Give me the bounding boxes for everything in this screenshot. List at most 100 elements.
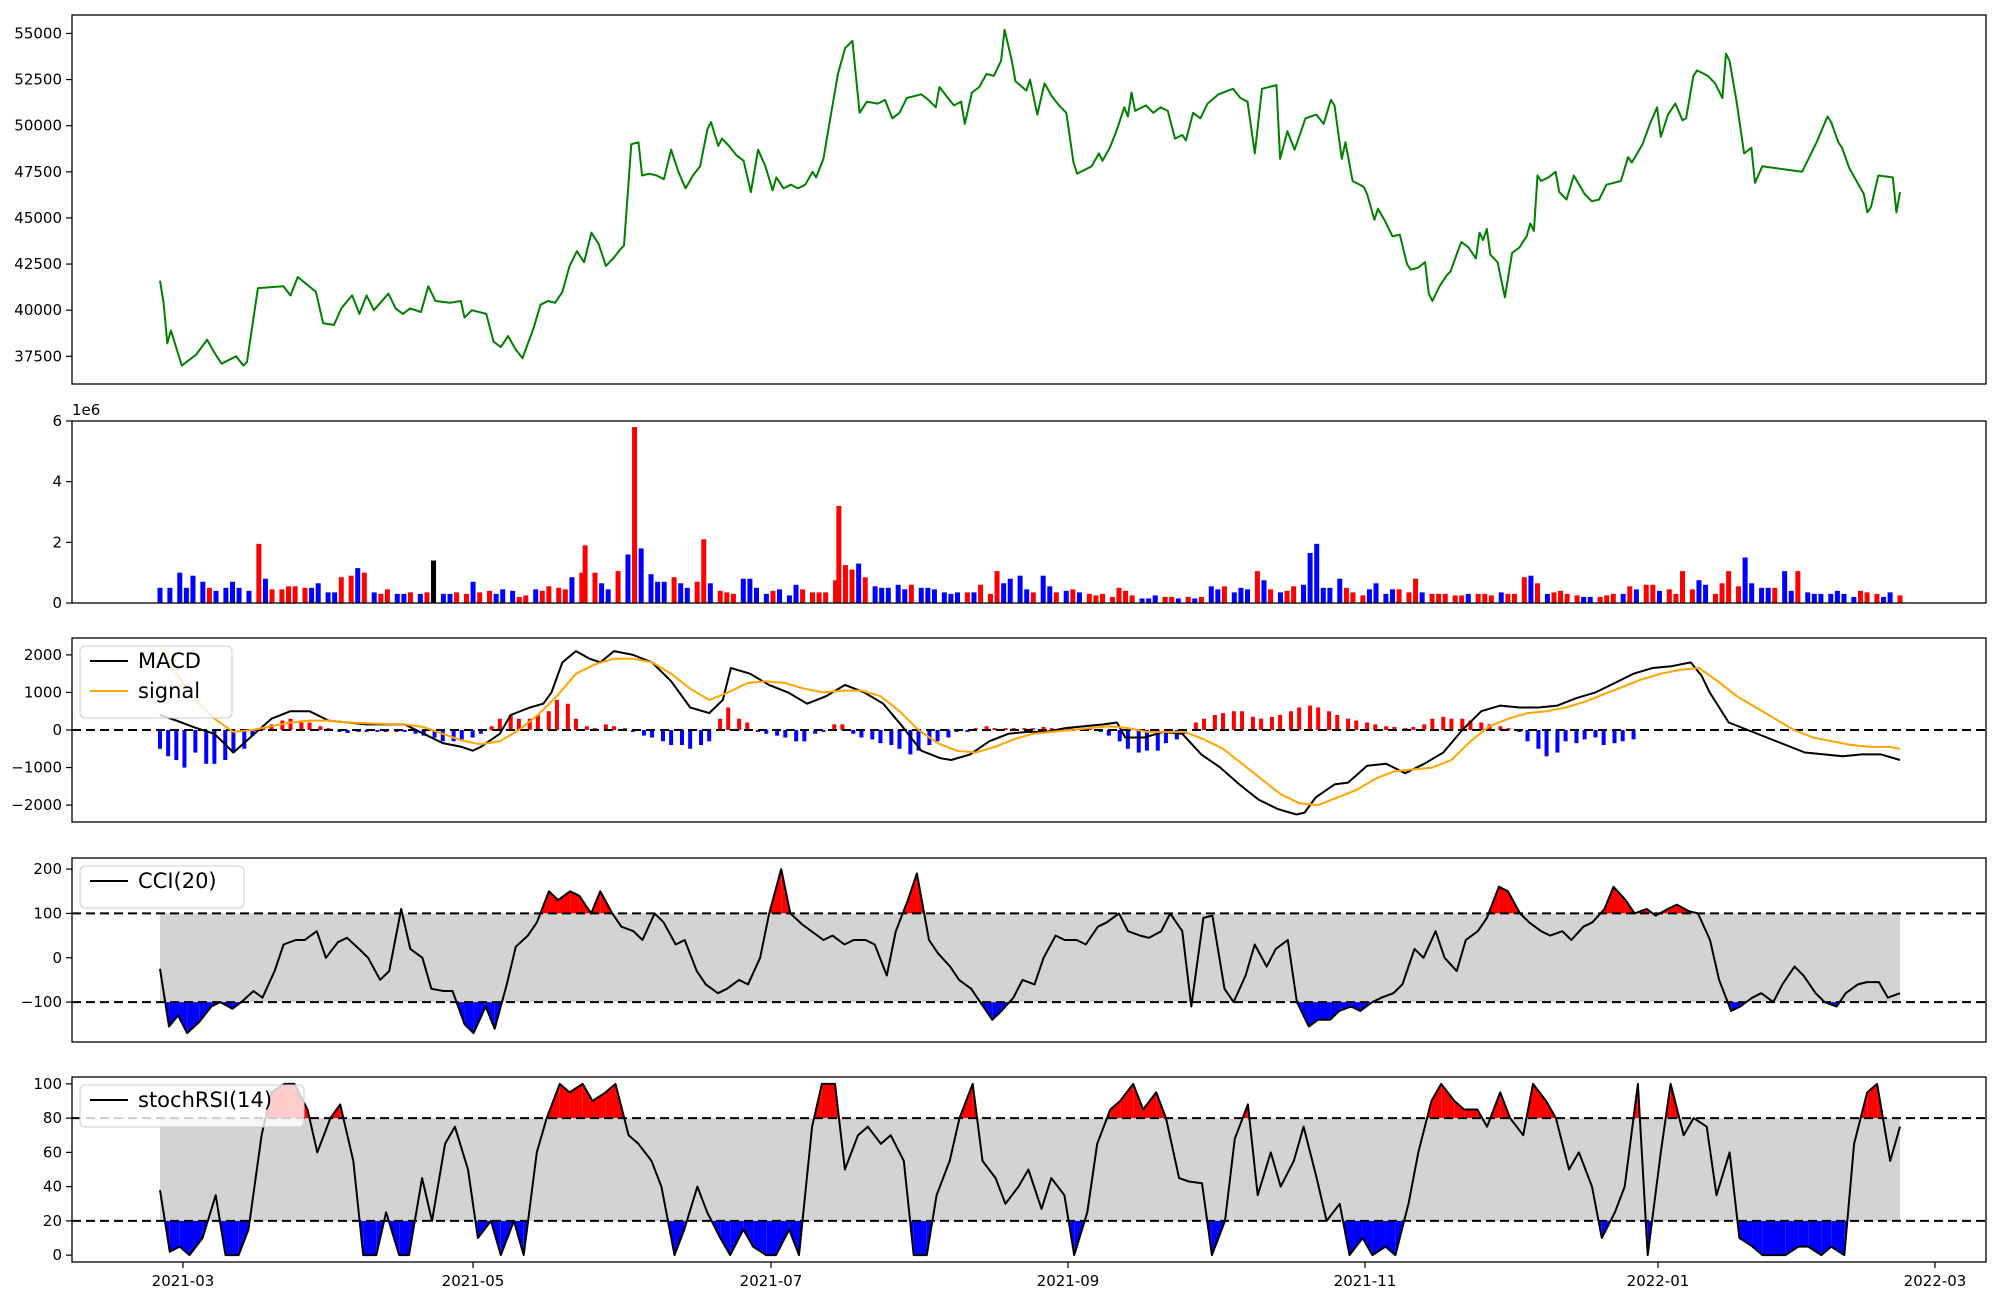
x-tick-label: 2021-09 <box>1037 1272 1100 1290</box>
volume-bar <box>1620 593 1626 603</box>
oversold-fill <box>766 1220 777 1256</box>
volume-bar <box>856 563 862 603</box>
volume-bar <box>1086 593 1092 603</box>
oversold-fill <box>1317 1002 1331 1020</box>
histogram-bar <box>1193 722 1198 730</box>
histogram-bar <box>1430 718 1435 730</box>
volume-bar <box>1129 595 1135 603</box>
volume-bar <box>1574 595 1580 603</box>
histogram-bar <box>718 718 723 730</box>
x-tick-label: 2021-11 <box>1334 1272 1397 1290</box>
volume-bar <box>1429 593 1435 603</box>
histogram-bar <box>965 730 970 732</box>
legend: MACD signal <box>79 645 233 719</box>
oversold-fill <box>169 1220 180 1252</box>
legend: CCI(20) <box>79 865 245 909</box>
histogram-bar <box>688 730 693 749</box>
plot-area-stochrsi <box>72 1082 1986 1257</box>
histogram-bar <box>1422 724 1427 730</box>
histogram-bar <box>1003 728 1008 730</box>
oversold-fill <box>1385 1220 1396 1256</box>
volume-bar <box>1597 596 1603 603</box>
oversold-fill <box>189 1220 203 1256</box>
volume-bar <box>1040 575 1046 603</box>
histogram-bar <box>612 726 617 730</box>
volume-bar <box>332 592 338 603</box>
volume-bar <box>510 590 516 603</box>
volume-bar <box>1656 590 1662 603</box>
volume-bar <box>1017 575 1023 603</box>
volume-bar <box>230 581 235 603</box>
volume-bar <box>256 543 262 603</box>
volume-bar <box>908 584 914 603</box>
overbought-fill <box>1498 886 1508 914</box>
volume-bar <box>1703 584 1709 603</box>
oversold-fill <box>720 1220 731 1256</box>
overbought-fill <box>1110 1100 1121 1119</box>
volume-bar <box>355 568 361 603</box>
y-tick-label: 1000 <box>24 683 62 701</box>
histogram-bar <box>1365 722 1370 730</box>
y-tick-label: 100 <box>33 904 62 922</box>
volume-bar <box>1689 589 1695 603</box>
volume-bar <box>1314 543 1320 603</box>
volume-bar <box>1307 552 1313 603</box>
histogram-bar <box>878 730 883 744</box>
volume-bar <box>1749 583 1755 603</box>
oversold-fill <box>1798 1220 1809 1247</box>
oversold-fill <box>1752 1220 1763 1256</box>
volume-bar <box>1650 584 1656 603</box>
volume-bar <box>1765 587 1771 603</box>
plot-area-macd <box>72 646 1986 816</box>
volume-bar <box>463 593 469 603</box>
y-tick-label: 0 <box>52 721 62 739</box>
oversold-fill <box>1739 1220 1753 1247</box>
axes-frame <box>71 14 1987 385</box>
histogram-bar <box>641 730 646 736</box>
x-tick-label: 2021-07 <box>740 1272 803 1290</box>
histogram-bar <box>1460 718 1465 730</box>
histogram-bar <box>478 730 483 734</box>
histogram-bar <box>1449 718 1454 730</box>
oversold-fill <box>1351 1002 1361 1011</box>
volume-bar <box>786 595 792 603</box>
x-tick-label: 2022-01 <box>1627 1272 1690 1290</box>
y-tick-label: 200 <box>33 860 62 878</box>
volume-bar <box>978 584 984 603</box>
volume-bar <box>523 595 529 603</box>
oversold-fill <box>1762 1220 1776 1256</box>
histogram-bar <box>1250 716 1255 730</box>
volume-bar <box>599 583 605 603</box>
histogram-bar <box>1563 730 1568 742</box>
plot-area-cci <box>72 868 1986 1035</box>
volume-bar <box>371 592 377 603</box>
volume-bar <box>394 593 400 603</box>
volume-bar <box>487 590 493 603</box>
histogram-bar <box>182 730 187 768</box>
volume-bar <box>1123 590 1129 603</box>
histogram-bar <box>1411 726 1416 730</box>
volume-bar <box>1277 592 1283 603</box>
volume-bar <box>1162 596 1168 603</box>
volume-bar <box>1254 571 1260 603</box>
histogram-bar <box>1373 724 1378 730</box>
histogram-bar <box>1479 722 1484 730</box>
histogram-bar <box>1544 730 1549 757</box>
volume-bar <box>931 589 937 603</box>
volume-bar <box>582 545 588 603</box>
histogram-bar <box>345 730 350 734</box>
histogram-bar <box>280 720 285 730</box>
volume-bar <box>1795 571 1801 603</box>
oversold-fill <box>225 1220 239 1256</box>
volume-bar <box>1643 584 1649 603</box>
volume-bar <box>1465 593 1471 603</box>
volume-bar <box>1551 592 1557 603</box>
histogram-bar <box>1601 730 1606 746</box>
oversold-fill <box>753 1220 767 1256</box>
volume-bar <box>1024 589 1030 603</box>
volume-bar <box>1772 587 1778 603</box>
histogram-bar <box>1163 730 1168 744</box>
panel-price: 37500 40000 42500 45000 47500 50000 52500 55000 <box>14 14 1987 385</box>
volume-bar <box>1320 587 1326 603</box>
